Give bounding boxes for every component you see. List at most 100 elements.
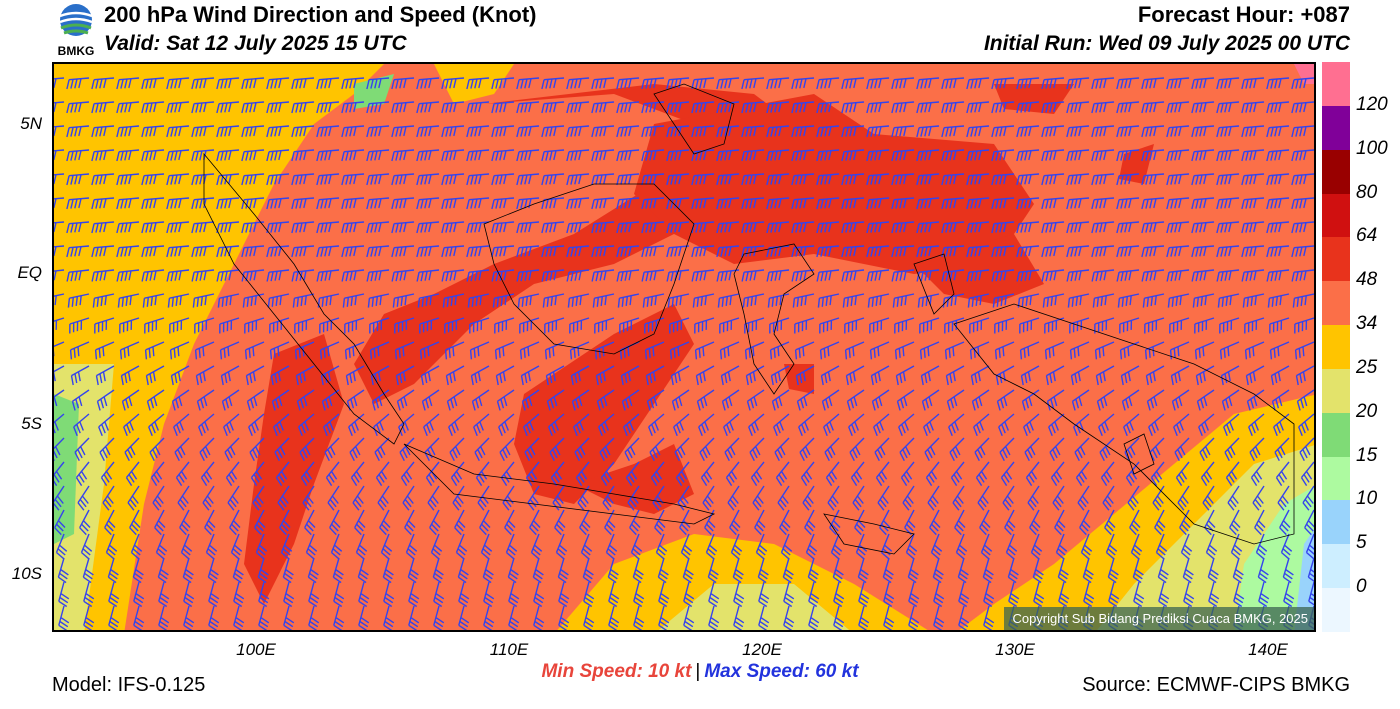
wind-barb xyxy=(1252,485,1265,511)
wind-barb xyxy=(944,341,965,360)
wind-barb xyxy=(91,173,115,186)
wind-barb xyxy=(574,437,590,462)
wind-barb xyxy=(900,461,915,486)
wind-barb xyxy=(257,557,269,584)
wind-barb xyxy=(1096,389,1115,411)
wind-barb xyxy=(1305,533,1314,560)
wind-barb xyxy=(758,581,770,608)
wind-barb xyxy=(145,365,165,386)
wind-barb xyxy=(699,437,715,462)
wind-barb xyxy=(813,629,814,630)
wind-barb xyxy=(1175,461,1190,486)
wind-barb xyxy=(627,485,640,511)
wind-barb xyxy=(641,269,665,282)
wind-barb xyxy=(291,197,315,210)
wind-barb xyxy=(532,557,544,584)
wind-barb xyxy=(1116,221,1140,234)
wind-barb xyxy=(179,509,191,536)
wind-barb xyxy=(316,221,340,234)
wind-barb xyxy=(866,197,890,210)
wind-barb xyxy=(844,341,865,360)
wind-barb xyxy=(573,413,590,436)
wind-barb xyxy=(1166,101,1190,114)
wind-barb xyxy=(866,269,890,282)
wind-barb xyxy=(1033,581,1045,608)
wind-barb xyxy=(766,149,790,162)
wind-barb xyxy=(91,197,115,210)
wind-barb xyxy=(382,557,394,584)
wind-barb xyxy=(66,221,90,234)
wind-barb xyxy=(491,77,515,90)
valid-time: Valid: Sat 12 July 2025 15 UTC xyxy=(104,32,407,55)
wind-barb xyxy=(691,101,715,114)
wind-barb xyxy=(775,461,790,486)
wind-barb xyxy=(1166,221,1190,234)
wind-barb xyxy=(144,317,165,334)
wind-barb xyxy=(925,461,940,486)
wind-barb xyxy=(704,509,716,536)
wind-barb xyxy=(242,293,265,308)
wind-barb xyxy=(1082,557,1094,584)
wind-barb xyxy=(416,245,440,258)
wind-barb xyxy=(1077,485,1090,511)
wind-barb xyxy=(1266,77,1290,90)
wind-barb xyxy=(966,125,990,138)
wind-barb xyxy=(1266,101,1290,114)
wind-barb xyxy=(1166,197,1190,210)
model-name: Model: IFS-0.125 xyxy=(52,674,206,696)
wind-barb xyxy=(895,365,915,386)
wind-barb xyxy=(1123,413,1140,436)
wind-barb xyxy=(416,197,440,210)
wind-barb xyxy=(1216,173,1240,186)
wind-barb xyxy=(202,485,215,511)
wind-barb xyxy=(863,629,864,630)
wind-barb xyxy=(1174,437,1190,462)
wind-barb xyxy=(483,605,495,630)
lon-label-110e: 110E xyxy=(489,640,529,659)
wind-barb xyxy=(1107,557,1119,584)
wind-barb xyxy=(108,581,120,608)
wind-barb xyxy=(282,557,294,584)
wind-barb xyxy=(644,317,665,334)
wind-barb xyxy=(849,437,865,462)
wind-barb xyxy=(566,269,590,282)
wind-barb xyxy=(391,101,415,114)
wind-barb xyxy=(279,509,291,536)
wind-barb xyxy=(816,245,840,258)
wind-barb xyxy=(825,461,840,486)
wind-barb xyxy=(69,317,90,334)
wind-barb xyxy=(1141,269,1165,282)
wind-barb xyxy=(716,173,740,186)
wind-barb xyxy=(808,605,820,630)
wind-barb xyxy=(1291,101,1314,114)
wind-barb xyxy=(491,101,515,114)
wind-barb xyxy=(91,221,115,234)
wind-barb xyxy=(821,389,840,411)
wind-barb xyxy=(74,437,90,462)
wind-barb xyxy=(332,557,344,584)
wind-barb xyxy=(405,533,418,560)
wind-barb xyxy=(1091,173,1115,186)
wind-barb xyxy=(791,221,815,234)
wind-barb xyxy=(792,293,815,308)
wind-barb xyxy=(229,509,241,536)
wind-barb xyxy=(223,413,240,436)
wind-barb xyxy=(1191,221,1215,234)
wind-barb xyxy=(141,269,165,282)
wind-barb xyxy=(491,245,515,258)
wind-barb xyxy=(130,533,143,560)
lon-label-130e: 130E xyxy=(995,640,1035,659)
wind-barb xyxy=(683,581,695,608)
wind-barb xyxy=(166,149,190,162)
wind-barb xyxy=(433,581,445,608)
wind-barb xyxy=(841,101,865,114)
wind-barb xyxy=(616,125,640,138)
wind-barb xyxy=(1066,125,1090,138)
wind-barb xyxy=(1091,101,1115,114)
colorbar-segment xyxy=(1322,544,1350,589)
wind-barb xyxy=(716,125,740,138)
wind-barb xyxy=(391,197,415,210)
wind-barb xyxy=(866,125,890,138)
wind-barb xyxy=(691,221,715,234)
wind-barb xyxy=(769,317,790,334)
